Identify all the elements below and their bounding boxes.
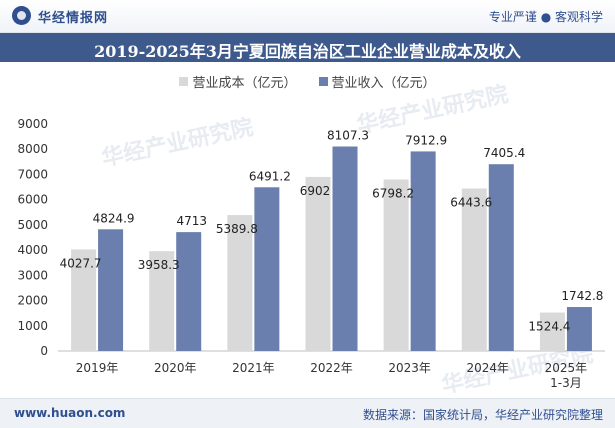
- bar-revenue: [98, 229, 124, 351]
- chart-title: 2019-2025年3月宁夏回族自治区工业企业营业成本及收入: [94, 42, 521, 61]
- legend: 营业成本（亿元） 营业收入（亿元）: [0, 72, 615, 91]
- bar-cost: [539, 312, 565, 351]
- footer-url[interactable]: www.huaon.com: [14, 406, 126, 420]
- bar-revenue: [566, 307, 592, 351]
- bar-cost: [71, 249, 97, 351]
- y-tick-label: 0: [40, 344, 48, 358]
- y-tick-label: 9000: [17, 117, 48, 131]
- data-label-revenue: 6491.2: [249, 169, 291, 183]
- bar-revenue: [254, 187, 280, 351]
- slogan: 专业严谨 ● 客观科学: [488, 10, 603, 24]
- x-tick-label: 2025年: [545, 361, 588, 375]
- data-label-cost: 6798.2: [372, 187, 414, 201]
- bar-cost: [149, 251, 175, 351]
- title-bar: 2019-2025年3月宁夏回族自治区工业企业营业成本及收入: [0, 33, 615, 62]
- bar-cost: [305, 176, 331, 351]
- x-tick-label: 2023年: [388, 361, 431, 375]
- data-label-revenue: 4713: [176, 214, 207, 228]
- legend-swatch-revenue: [318, 77, 328, 86]
- x-tick-label: 2021年: [232, 361, 275, 375]
- data-label-revenue: 7912.9: [405, 133, 447, 147]
- x-tick-label: 2024年: [467, 361, 510, 375]
- data-label-cost: 3958.3: [138, 258, 180, 272]
- footer: www.huaon.com 数据来源：国家统计局，华经产业研究院整理: [0, 398, 615, 428]
- data-label-revenue: 1742.8: [561, 289, 603, 303]
- y-tick-label: 4000: [17, 243, 48, 257]
- bar-revenue: [176, 232, 202, 351]
- y-tick-label: 7000: [17, 167, 48, 181]
- bar-cost: [383, 179, 409, 351]
- bar-cost: [227, 215, 253, 351]
- y-tick-label: 2000: [17, 294, 48, 308]
- bar-revenue: [410, 151, 436, 351]
- data-label-cost: 4027.7: [60, 256, 102, 270]
- data-label-cost: 5389.8: [216, 222, 258, 236]
- data-label-cost: 6902: [300, 184, 331, 198]
- data-label-revenue: 7405.4: [483, 146, 525, 160]
- x-tick-label: 1-3月: [550, 376, 582, 390]
- y-tick-label: 6000: [17, 193, 48, 207]
- x-tick-label: 2020年: [154, 361, 197, 375]
- legend-label-cost: 营业成本（亿元）: [192, 76, 297, 91]
- legend-label-revenue: 营业收入（亿元）: [331, 76, 436, 91]
- footer-source: 数据来源：国家统计局，华经产业研究院整理: [362, 408, 603, 422]
- x-tick-label: 2022年: [310, 361, 353, 375]
- bar-chart: 0 1000 2000 3000 4000 5000 6000 7000 8000 9000 201…: [17, 117, 605, 390]
- bar-revenue: [332, 146, 358, 351]
- bar-cost: [461, 188, 487, 351]
- legend-item-revenue: 营业收入（亿元）: [318, 72, 436, 91]
- data-label-revenue: 4824.9: [93, 211, 135, 225]
- y-tick-label: 1000: [17, 319, 48, 333]
- y-tick-label: 3000: [17, 268, 48, 282]
- legend-swatch-cost: [179, 77, 189, 86]
- x-tick-label: 2019年: [76, 361, 119, 375]
- data-label-cost: 1524.4: [528, 320, 570, 334]
- y-tick-label: 5000: [17, 218, 48, 232]
- bar-revenue: [488, 164, 514, 351]
- brand-name: 华经情报网: [38, 11, 109, 26]
- legend-item-cost: 营业成本（亿元）: [179, 72, 297, 91]
- top-bar: 华经情报网 专业严谨 ● 客观科学: [0, 0, 615, 33]
- data-label-revenue: 8107.3: [327, 129, 369, 143]
- data-label-cost: 6443.6: [450, 195, 492, 209]
- logo-icon: [12, 6, 31, 25]
- y-tick-label: 8000: [17, 142, 48, 156]
